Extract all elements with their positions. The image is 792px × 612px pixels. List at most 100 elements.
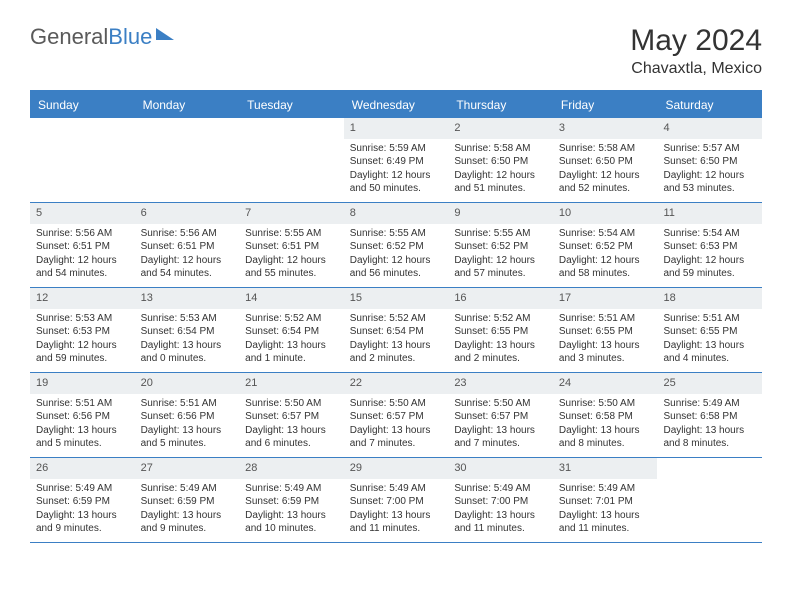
day-number: 12 [30,288,135,309]
logo-text: GeneralBlue [30,24,152,50]
header: GeneralBlue May 2024 Chavaxtla, Mexico [30,24,762,78]
day-number: 9 [448,203,553,224]
day-cell: 21Sunrise: 5:50 AMSunset: 6:57 PMDayligh… [239,373,344,457]
sunset-line: Sunset: 6:58 PM [663,410,756,424]
day-content: Sunrise: 5:50 AMSunset: 6:57 PMDaylight:… [239,394,344,456]
day-content: Sunrise: 5:49 AMSunset: 7:00 PMDaylight:… [344,479,449,541]
daylight-line: Daylight: 13 hours and 8 minutes. [559,424,652,451]
daylight-line: Daylight: 13 hours and 6 minutes. [245,424,338,451]
sunrise-line: Sunrise: 5:57 AM [663,142,756,156]
day-content: Sunrise: 5:58 AMSunset: 6:50 PMDaylight:… [553,139,658,201]
day-cell: 5Sunrise: 5:56 AMSunset: 6:51 PMDaylight… [30,203,135,287]
sunrise-line: Sunrise: 5:51 AM [141,397,234,411]
daylight-line: Daylight: 12 hours and 54 minutes. [36,254,129,281]
day-number: 16 [448,288,553,309]
day-content: Sunrise: 5:53 AMSunset: 6:54 PMDaylight:… [135,309,240,371]
day-cell: 23Sunrise: 5:50 AMSunset: 6:57 PMDayligh… [448,373,553,457]
calendar-body: 1Sunrise: 5:59 AMSunset: 6:49 PMDaylight… [30,118,762,543]
sunrise-line: Sunrise: 5:58 AM [559,142,652,156]
sunset-line: Sunset: 6:52 PM [559,240,652,254]
sunrise-line: Sunrise: 5:49 AM [141,482,234,496]
day-number: 18 [657,288,762,309]
day-number: 22 [344,373,449,394]
daylight-line: Daylight: 13 hours and 7 minutes. [350,424,443,451]
day-content: Sunrise: 5:53 AMSunset: 6:53 PMDaylight:… [30,309,135,371]
day-cell: 2Sunrise: 5:58 AMSunset: 6:50 PMDaylight… [448,118,553,202]
day-content: Sunrise: 5:51 AMSunset: 6:55 PMDaylight:… [553,309,658,371]
daylight-line: Daylight: 13 hours and 4 minutes. [663,339,756,366]
daylight-line: Daylight: 13 hours and 11 minutes. [350,509,443,536]
day-content: Sunrise: 5:59 AMSunset: 6:49 PMDaylight:… [344,139,449,201]
sunrise-line: Sunrise: 5:50 AM [559,397,652,411]
daylight-line: Daylight: 12 hours and 50 minutes. [350,169,443,196]
sunrise-line: Sunrise: 5:56 AM [141,227,234,241]
day-number: 11 [657,203,762,224]
day-number: 24 [553,373,658,394]
day-cell: 15Sunrise: 5:52 AMSunset: 6:54 PMDayligh… [344,288,449,372]
sunset-line: Sunset: 6:49 PM [350,155,443,169]
sunset-line: Sunset: 6:56 PM [141,410,234,424]
calendar: Sunday Monday Tuesday Wednesday Thursday… [30,90,762,543]
day-content: Sunrise: 5:50 AMSunset: 6:57 PMDaylight:… [448,394,553,456]
day-cell: 7Sunrise: 5:55 AMSunset: 6:51 PMDaylight… [239,203,344,287]
daylight-line: Daylight: 12 hours and 59 minutes. [663,254,756,281]
weekday-header: Thursday [448,92,553,118]
day-cell: 17Sunrise: 5:51 AMSunset: 6:55 PMDayligh… [553,288,658,372]
day-content: Sunrise: 5:55 AMSunset: 6:52 PMDaylight:… [448,224,553,286]
sunset-line: Sunset: 6:53 PM [663,240,756,254]
logo-part2: Blue [108,24,152,49]
daylight-line: Daylight: 13 hours and 9 minutes. [141,509,234,536]
day-cell [135,118,240,202]
day-content: Sunrise: 5:49 AMSunset: 7:00 PMDaylight:… [448,479,553,541]
day-content: Sunrise: 5:49 AMSunset: 6:59 PMDaylight:… [135,479,240,541]
day-number: 29 [344,458,449,479]
sunset-line: Sunset: 6:50 PM [559,155,652,169]
day-number: 27 [135,458,240,479]
day-content: Sunrise: 5:52 AMSunset: 6:55 PMDaylight:… [448,309,553,371]
day-number: 2 [448,118,553,139]
sunrise-line: Sunrise: 5:52 AM [350,312,443,326]
daylight-line: Daylight: 13 hours and 5 minutes. [141,424,234,451]
day-cell: 22Sunrise: 5:50 AMSunset: 6:57 PMDayligh… [344,373,449,457]
sunset-line: Sunset: 7:01 PM [559,495,652,509]
day-content: Sunrise: 5:56 AMSunset: 6:51 PMDaylight:… [135,224,240,286]
sunset-line: Sunset: 6:54 PM [350,325,443,339]
day-cell: 31Sunrise: 5:49 AMSunset: 7:01 PMDayligh… [553,458,658,542]
day-cell: 4Sunrise: 5:57 AMSunset: 6:50 PMDaylight… [657,118,762,202]
day-cell: 10Sunrise: 5:54 AMSunset: 6:52 PMDayligh… [553,203,658,287]
sunrise-line: Sunrise: 5:56 AM [36,227,129,241]
sunset-line: Sunset: 6:52 PM [454,240,547,254]
sunrise-line: Sunrise: 5:49 AM [36,482,129,496]
sunset-line: Sunset: 6:59 PM [245,495,338,509]
day-number: 19 [30,373,135,394]
day-content: Sunrise: 5:54 AMSunset: 6:52 PMDaylight:… [553,224,658,286]
sunrise-line: Sunrise: 5:52 AM [454,312,547,326]
logo: GeneralBlue [30,24,174,50]
sunrise-line: Sunrise: 5:49 AM [559,482,652,496]
sunrise-line: Sunrise: 5:53 AM [141,312,234,326]
day-number: 5 [30,203,135,224]
day-content: Sunrise: 5:50 AMSunset: 6:58 PMDaylight:… [553,394,658,456]
day-number: 1 [344,118,449,139]
daylight-line: Daylight: 13 hours and 11 minutes. [559,509,652,536]
daylight-line: Daylight: 12 hours and 57 minutes. [454,254,547,281]
day-content: Sunrise: 5:52 AMSunset: 6:54 PMDaylight:… [344,309,449,371]
daylight-line: Daylight: 13 hours and 11 minutes. [454,509,547,536]
day-cell: 28Sunrise: 5:49 AMSunset: 6:59 PMDayligh… [239,458,344,542]
page-title: May 2024 [630,24,762,58]
day-number: 7 [239,203,344,224]
day-number: 21 [239,373,344,394]
location-label: Chavaxtla, Mexico [630,60,762,78]
day-content: Sunrise: 5:50 AMSunset: 6:57 PMDaylight:… [344,394,449,456]
sunrise-line: Sunrise: 5:58 AM [454,142,547,156]
day-cell: 29Sunrise: 5:49 AMSunset: 7:00 PMDayligh… [344,458,449,542]
day-cell: 16Sunrise: 5:52 AMSunset: 6:55 PMDayligh… [448,288,553,372]
weekday-header: Monday [135,92,240,118]
day-number: 15 [344,288,449,309]
day-number: 23 [448,373,553,394]
daylight-line: Daylight: 13 hours and 7 minutes. [454,424,547,451]
sunrise-line: Sunrise: 5:49 AM [454,482,547,496]
day-number: 10 [553,203,658,224]
sunset-line: Sunset: 6:59 PM [36,495,129,509]
day-content: Sunrise: 5:54 AMSunset: 6:53 PMDaylight:… [657,224,762,286]
